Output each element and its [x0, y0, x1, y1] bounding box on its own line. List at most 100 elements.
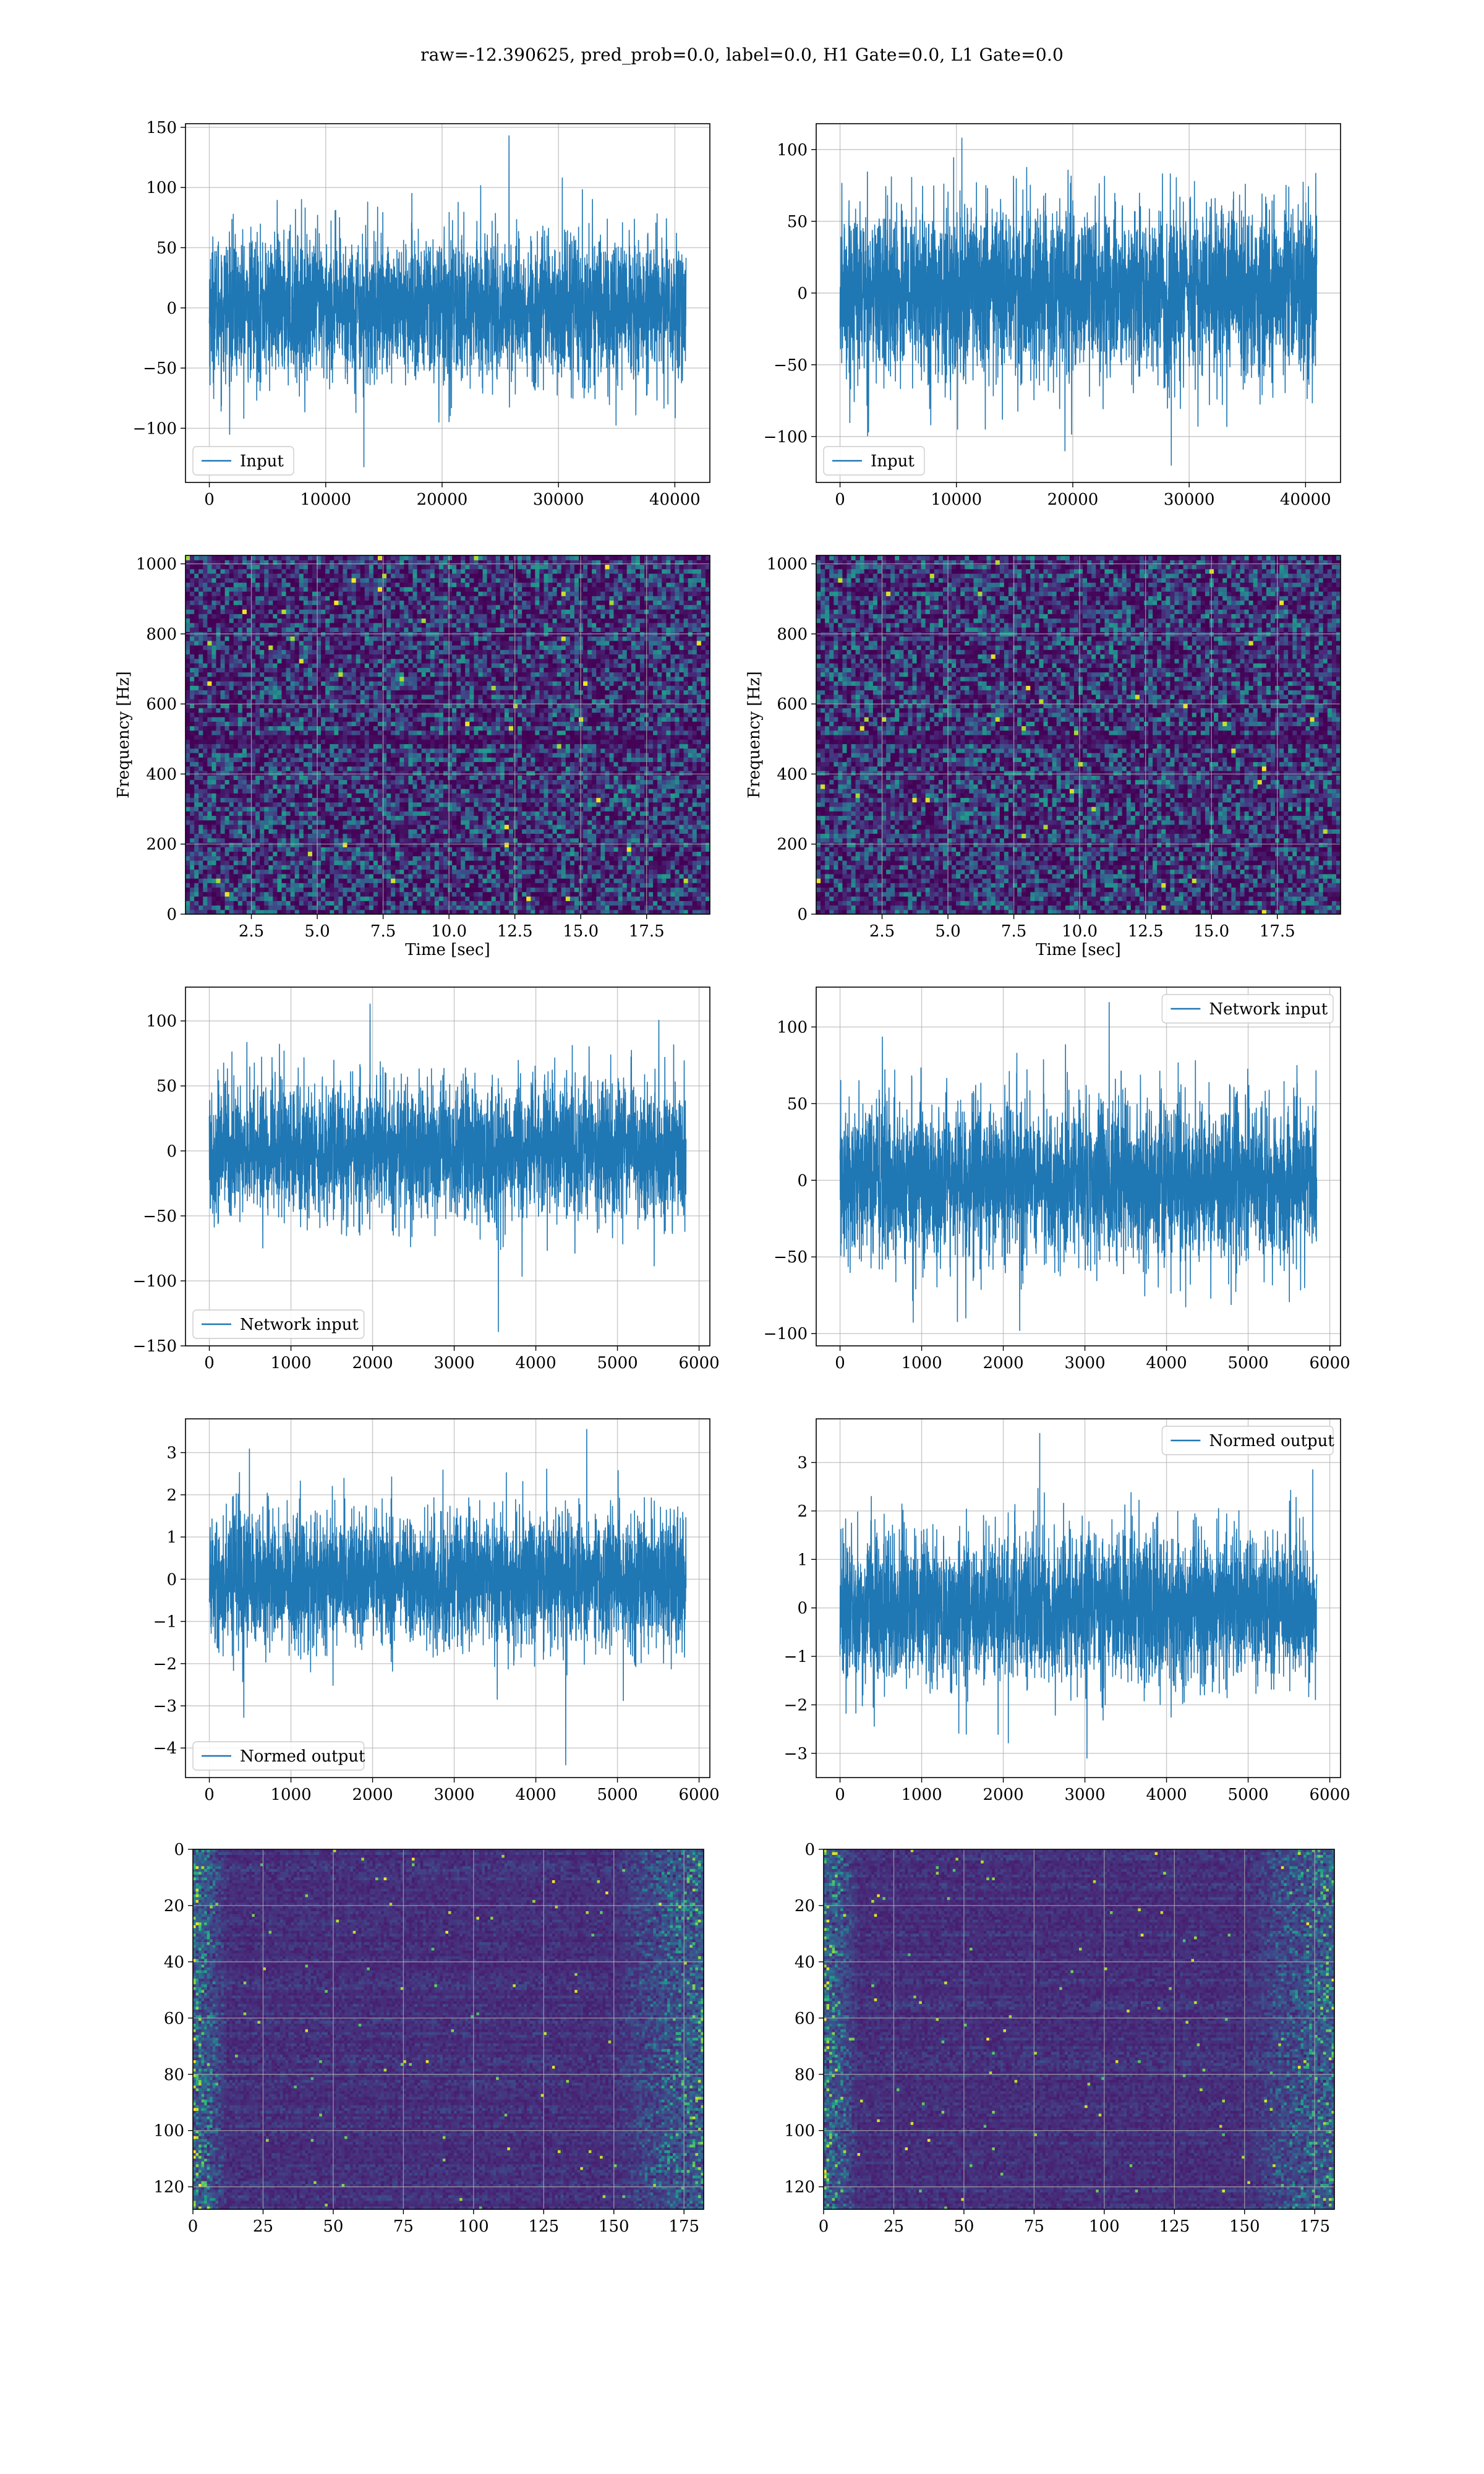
feat-h1-xtick-label: 150: [599, 2217, 629, 2236]
norm-l1-xtick-label: 4000: [1146, 1786, 1187, 1804]
norm-h1-xtick-label: 5000: [597, 1786, 638, 1804]
norm-h1-ytick-label: −4: [153, 1739, 177, 1758]
feat-l1-xtick-label: 150: [1229, 2217, 1260, 2236]
netin-h1-xtick-label: 2000: [352, 1354, 393, 1372]
norm-l1-xtick-label: 5000: [1227, 1786, 1268, 1804]
netin-l1-ytick-label: −100: [764, 1325, 808, 1343]
feat-h1-heatmap-cells: [193, 1849, 704, 2210]
norm-h1-xtick-label: 3000: [433, 1786, 474, 1804]
feat-h1-xtick-label: 50: [323, 2217, 343, 2236]
norm-h1-xtick-label: 6000: [678, 1786, 719, 1804]
netin-h1-ytick-label: 0: [166, 1142, 177, 1161]
input-l1-ytick-label: 50: [787, 213, 808, 231]
norm-h1-xtick-label: 0: [204, 1786, 215, 1804]
input-l1-ytick-label: −100: [764, 428, 808, 447]
netin-l1-xtick-label: 2000: [983, 1354, 1023, 1372]
spec-l1-xtick-label: 10.0: [1062, 922, 1098, 941]
netin-h1-ytick-label: −50: [143, 1207, 177, 1226]
netin-h1-legend-label: Network input: [240, 1316, 359, 1334]
norm-l1-ytick-label: −3: [784, 1745, 808, 1763]
feat-h1-ytick-label: 40: [164, 1953, 184, 1972]
feat-l1-xtick-label: 125: [1159, 2217, 1190, 2236]
input-h1-ytick-label: 150: [146, 119, 177, 137]
spec-h1-ytick-label: 600: [146, 695, 177, 714]
netin-l1-ytick-label: 100: [777, 1018, 808, 1037]
feat-l1-ytick-label: 60: [795, 2010, 815, 2028]
spec-h1-heatmap-cells: [186, 555, 710, 915]
netin-l1-xtick-label: 1000: [901, 1354, 942, 1372]
input-h1-xtick-label: 40000: [649, 490, 701, 509]
input-h1-xtick-label: 20000: [417, 490, 468, 509]
input-h1-ytick-label: 100: [146, 179, 177, 197]
norm-l1-ytick-label: 1: [797, 1551, 808, 1569]
netin-h1-xtick-label: 1000: [270, 1354, 311, 1372]
spec-l1-ytick-label: 200: [777, 836, 808, 854]
norm-l1-xtick-label: 0: [835, 1786, 845, 1804]
norm-l1-series-line: [840, 1434, 1317, 1758]
input-h1-xtick-label: 30000: [533, 490, 584, 509]
spec-l1-ytick-label: 1000: [767, 555, 808, 574]
feat-l1-xtick-label: 175: [1299, 2217, 1330, 2236]
feat-l1-ytick-label: 40: [795, 1953, 815, 1972]
norm-h1-ytick-label: −2: [153, 1655, 177, 1674]
netin-h1-ytick-label: 50: [156, 1077, 177, 1096]
feat-l1-ytick-label: 80: [795, 2066, 815, 2084]
feat-h1-ytick-label: 120: [153, 2178, 184, 2197]
spec-h1-xtick-label: 10.0: [431, 922, 467, 941]
feat-h1-ytick-label: 60: [164, 2010, 184, 2028]
norm-l1-ytick-label: −1: [784, 1648, 808, 1666]
netin-l1-ytick-label: 0: [797, 1171, 808, 1190]
spec-l1-chart: 2.5 5.0 7.5 10.0 12.5 15.0 17.5020040060080010…: [745, 555, 1341, 959]
feat-l1-xtick-label: 0: [819, 2217, 829, 2236]
netin-l1-legend-label: Network input: [1209, 1000, 1328, 1019]
input-h1-xtick-label: 0: [204, 490, 215, 509]
norm-h1-ytick-label: −3: [153, 1697, 177, 1716]
norm-l1-xtick-label: 2000: [983, 1786, 1023, 1804]
feat-h1-xtick-label: 100: [458, 2217, 489, 2236]
spec-h1-ytick-label: 200: [146, 836, 177, 854]
netin-h1-xtick-label: 6000: [678, 1354, 719, 1372]
norm-h1-ytick-label: 0: [166, 1570, 177, 1589]
norm-h1-ytick-label: 1: [166, 1528, 177, 1547]
spec-l1-xtick-label: 15.0: [1193, 922, 1229, 941]
norm-h1-legend-label: Normed output: [240, 1747, 365, 1766]
norm-h1-series-line: [210, 1429, 686, 1765]
feat-h1-xtick-label: 125: [528, 2217, 559, 2236]
feat-l1-xtick-label: 25: [884, 2217, 904, 2236]
netin-l1-xtick-label: 5000: [1227, 1354, 1268, 1372]
feat-l1-heatmap-cells: [824, 1849, 1335, 2210]
spec-h1-xtick-label: 5.0: [304, 922, 330, 941]
input-h1-legend-label: Input: [240, 452, 284, 471]
norm-h1-chart: 0 1000 2000 3000 4000 5000 6000−4−3−2−10123Nor…: [153, 1419, 720, 1804]
input-l1-xtick-label: 20000: [1047, 490, 1099, 509]
spec-l1-xtick-label: 5.0: [935, 922, 960, 941]
netin-h1-ytick-label: −150: [133, 1337, 177, 1356]
norm-l1-chart: 0 1000 2000 3000 4000 5000 6000−3−2−10123Norme…: [784, 1419, 1350, 1804]
netin-l1-xtick-label: 3000: [1064, 1354, 1105, 1372]
input-l1-xtick-label: 40000: [1280, 490, 1331, 509]
spec-l1-heatmap-cells: [816, 555, 1341, 915]
feat-h1-ytick-label: 80: [164, 2066, 184, 2084]
input-h1-ytick-label: 50: [156, 239, 177, 257]
feat-h1-xtick-label: 175: [668, 2217, 699, 2236]
spec-h1-xlabel: Time [sec]: [405, 941, 490, 959]
input-l1-xtick-label: 10000: [931, 490, 982, 509]
spec-l1-ylabel: Frequency [Hz]: [745, 671, 764, 798]
spec-h1-chart: 2.5 5.0 7.5 10.0 12.5 15.0 17.5020040060080010…: [114, 555, 710, 959]
feat-h1-ytick-label: 0: [174, 1841, 184, 1859]
spec-h1-xtick-label: 17.5: [629, 922, 665, 941]
feat-h1-xtick-label: 0: [188, 2217, 198, 2236]
spec-h1-ylabel: Frequency [Hz]: [114, 671, 133, 798]
input-h1-ytick-label: −100: [133, 419, 177, 438]
norm-l1-ytick-label: 3: [797, 1454, 808, 1473]
feat-l1-xtick-label: 50: [953, 2217, 974, 2236]
input-l1-xtick-label: 30000: [1164, 490, 1215, 509]
input-l1-ytick-label: 100: [777, 141, 808, 160]
spec-l1-ytick-label: 400: [777, 765, 808, 784]
netin-l1-series-line: [840, 1003, 1317, 1330]
input-h1-ytick-label: 0: [166, 299, 177, 318]
